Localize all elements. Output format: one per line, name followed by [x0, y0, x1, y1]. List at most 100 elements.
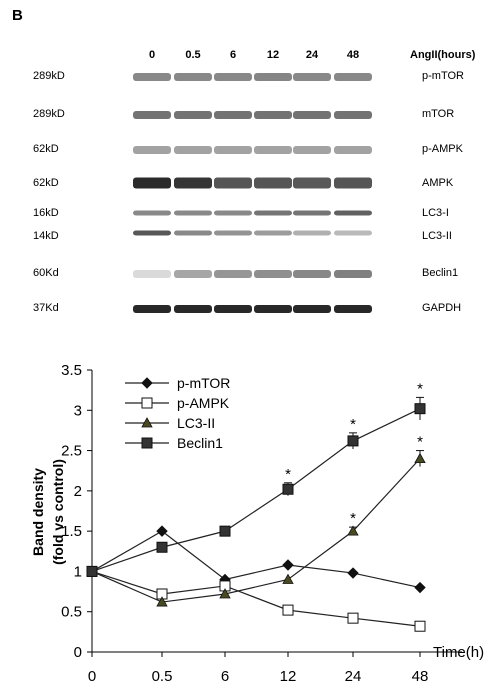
blot-band	[254, 210, 292, 216]
blot-band	[254, 73, 292, 81]
protein-label: LC3-II	[422, 230, 452, 242]
blot-band	[254, 270, 292, 278]
protein-label: Beclin1	[422, 267, 458, 279]
series-line	[91, 570, 421, 627]
blot-band	[293, 230, 331, 236]
protein-label: GAPDH	[422, 302, 461, 314]
data-point-marker	[414, 620, 426, 632]
molecular-weight-label: 289kD	[33, 70, 65, 82]
blot-band	[254, 111, 292, 119]
blot-band	[174, 305, 212, 313]
y-axis-title-line-2: (fold vs control)	[50, 459, 66, 565]
series-beclin1: * * *	[86, 380, 426, 577]
series-line	[91, 408, 421, 572]
lane-labels: 0 0.5 6 12 24 48	[149, 49, 359, 61]
lane-label: 0	[149, 49, 155, 61]
blot-row-p-mtor: 289kD p-mTOR	[33, 70, 464, 82]
molecular-weight-label: 37Kd	[33, 302, 59, 314]
data-point-marker	[347, 435, 359, 447]
blot-band	[334, 270, 372, 278]
data-point-marker	[282, 559, 294, 571]
data-point-marker	[156, 525, 168, 537]
data-point-marker	[156, 541, 168, 553]
blot-row-gapdh: 37Kd GAPDH	[33, 302, 461, 314]
molecular-weight-label: 62kD	[33, 143, 59, 155]
blot-band	[174, 111, 212, 119]
data-point-marker	[282, 573, 294, 584]
blot-band	[214, 210, 252, 216]
data-point-marker	[282, 483, 294, 495]
data-point-marker	[141, 397, 153, 409]
molecular-weight-label: 62kD	[33, 177, 59, 189]
lane-label: 6	[230, 49, 236, 61]
data-point-marker	[414, 581, 426, 594]
data-point-marker	[219, 525, 231, 537]
blot-band	[254, 230, 292, 236]
blot-band	[133, 210, 171, 216]
x-axis: 0 0.5 6 12 24 48	[88, 651, 462, 685]
blot-band	[293, 305, 331, 313]
y-axis-title-line-1: Band density	[30, 468, 46, 556]
blot-band	[293, 270, 331, 278]
y-tick-label: 0	[74, 644, 82, 661]
series-lc3-ii: **	[86, 434, 426, 607]
blot-band	[334, 305, 372, 313]
line-chart: 0 0.5 1 1.5 2 2.5 3 3.5 0 0.5 6 12 24 48 Band densit…	[30, 362, 484, 685]
lane-label: 0.5	[185, 49, 200, 61]
data-point-marker	[141, 417, 153, 428]
molecular-weight-label: 16kD	[33, 207, 59, 219]
significance-mark: *	[417, 434, 423, 451]
blot-band	[334, 210, 372, 216]
blot-band	[174, 146, 212, 154]
y-tick-label: 2.5	[61, 443, 82, 460]
data-point-marker	[347, 525, 359, 536]
protein-label: LC3-I	[422, 207, 449, 219]
blot-band	[293, 146, 331, 154]
blot-band	[254, 146, 292, 154]
blot-row-beclin1: 60Kd Beclin1	[33, 267, 458, 279]
blot-band	[133, 146, 171, 154]
blot-row-ampk: 62kD AMPK	[33, 177, 454, 189]
molecular-weight-label: 289kD	[33, 108, 65, 120]
legend-item-beclin1: Beclin1	[125, 435, 223, 451]
blot-band	[174, 270, 212, 278]
lane-label: 48	[347, 49, 359, 61]
legend-label: p-AMPK	[177, 395, 230, 411]
blot-band	[133, 73, 171, 81]
data-point-marker	[86, 565, 98, 577]
legend-item-lc3-ii: LC3-II	[125, 415, 215, 431]
blot-row-mtor: 289kD mTOR	[33, 108, 454, 120]
data-point-marker	[282, 604, 294, 616]
x-axis-title: Time(h)	[433, 644, 484, 661]
blot-band	[214, 230, 252, 236]
molecular-weight-label: 14kD	[33, 230, 59, 242]
y-tick-label: 1.5	[61, 523, 82, 540]
protein-label: mTOR	[422, 108, 454, 120]
blot-band	[214, 146, 252, 154]
blot-row-lc3-i: 16kD LC3-I	[33, 207, 449, 219]
blot-band	[293, 73, 331, 81]
blot-band	[214, 305, 252, 313]
blot-band	[214, 73, 252, 81]
y-axis: 0 0.5 1 1.5 2 2.5 3 3.5	[61, 362, 93, 661]
y-tick-label: 3	[74, 402, 82, 419]
data-point-marker	[347, 612, 359, 624]
blot-band	[174, 210, 212, 216]
x-tick-label: 0.5	[152, 668, 173, 685]
blot-band	[133, 111, 171, 119]
data-point-marker	[414, 452, 426, 464]
legend-label: Beclin1	[177, 435, 223, 451]
y-tick-label: 2	[74, 483, 82, 500]
protein-label: AMPK	[422, 177, 454, 189]
molecular-weight-label: 60Kd	[33, 267, 59, 279]
x-tick-label: 6	[221, 668, 229, 685]
legend-item-p-ampk: p-AMPK	[125, 395, 230, 411]
series-p-ampk	[86, 565, 426, 632]
protein-label: p-mTOR	[422, 70, 464, 82]
legend-label: LC3-II	[177, 415, 215, 431]
blot-band	[334, 73, 372, 81]
blot-band	[133, 305, 171, 313]
blot-row-lc3-ii: 14kD LC3-II	[33, 230, 452, 242]
legend-label: p-mTOR	[177, 375, 230, 391]
panel-letter: B	[12, 7, 23, 24]
